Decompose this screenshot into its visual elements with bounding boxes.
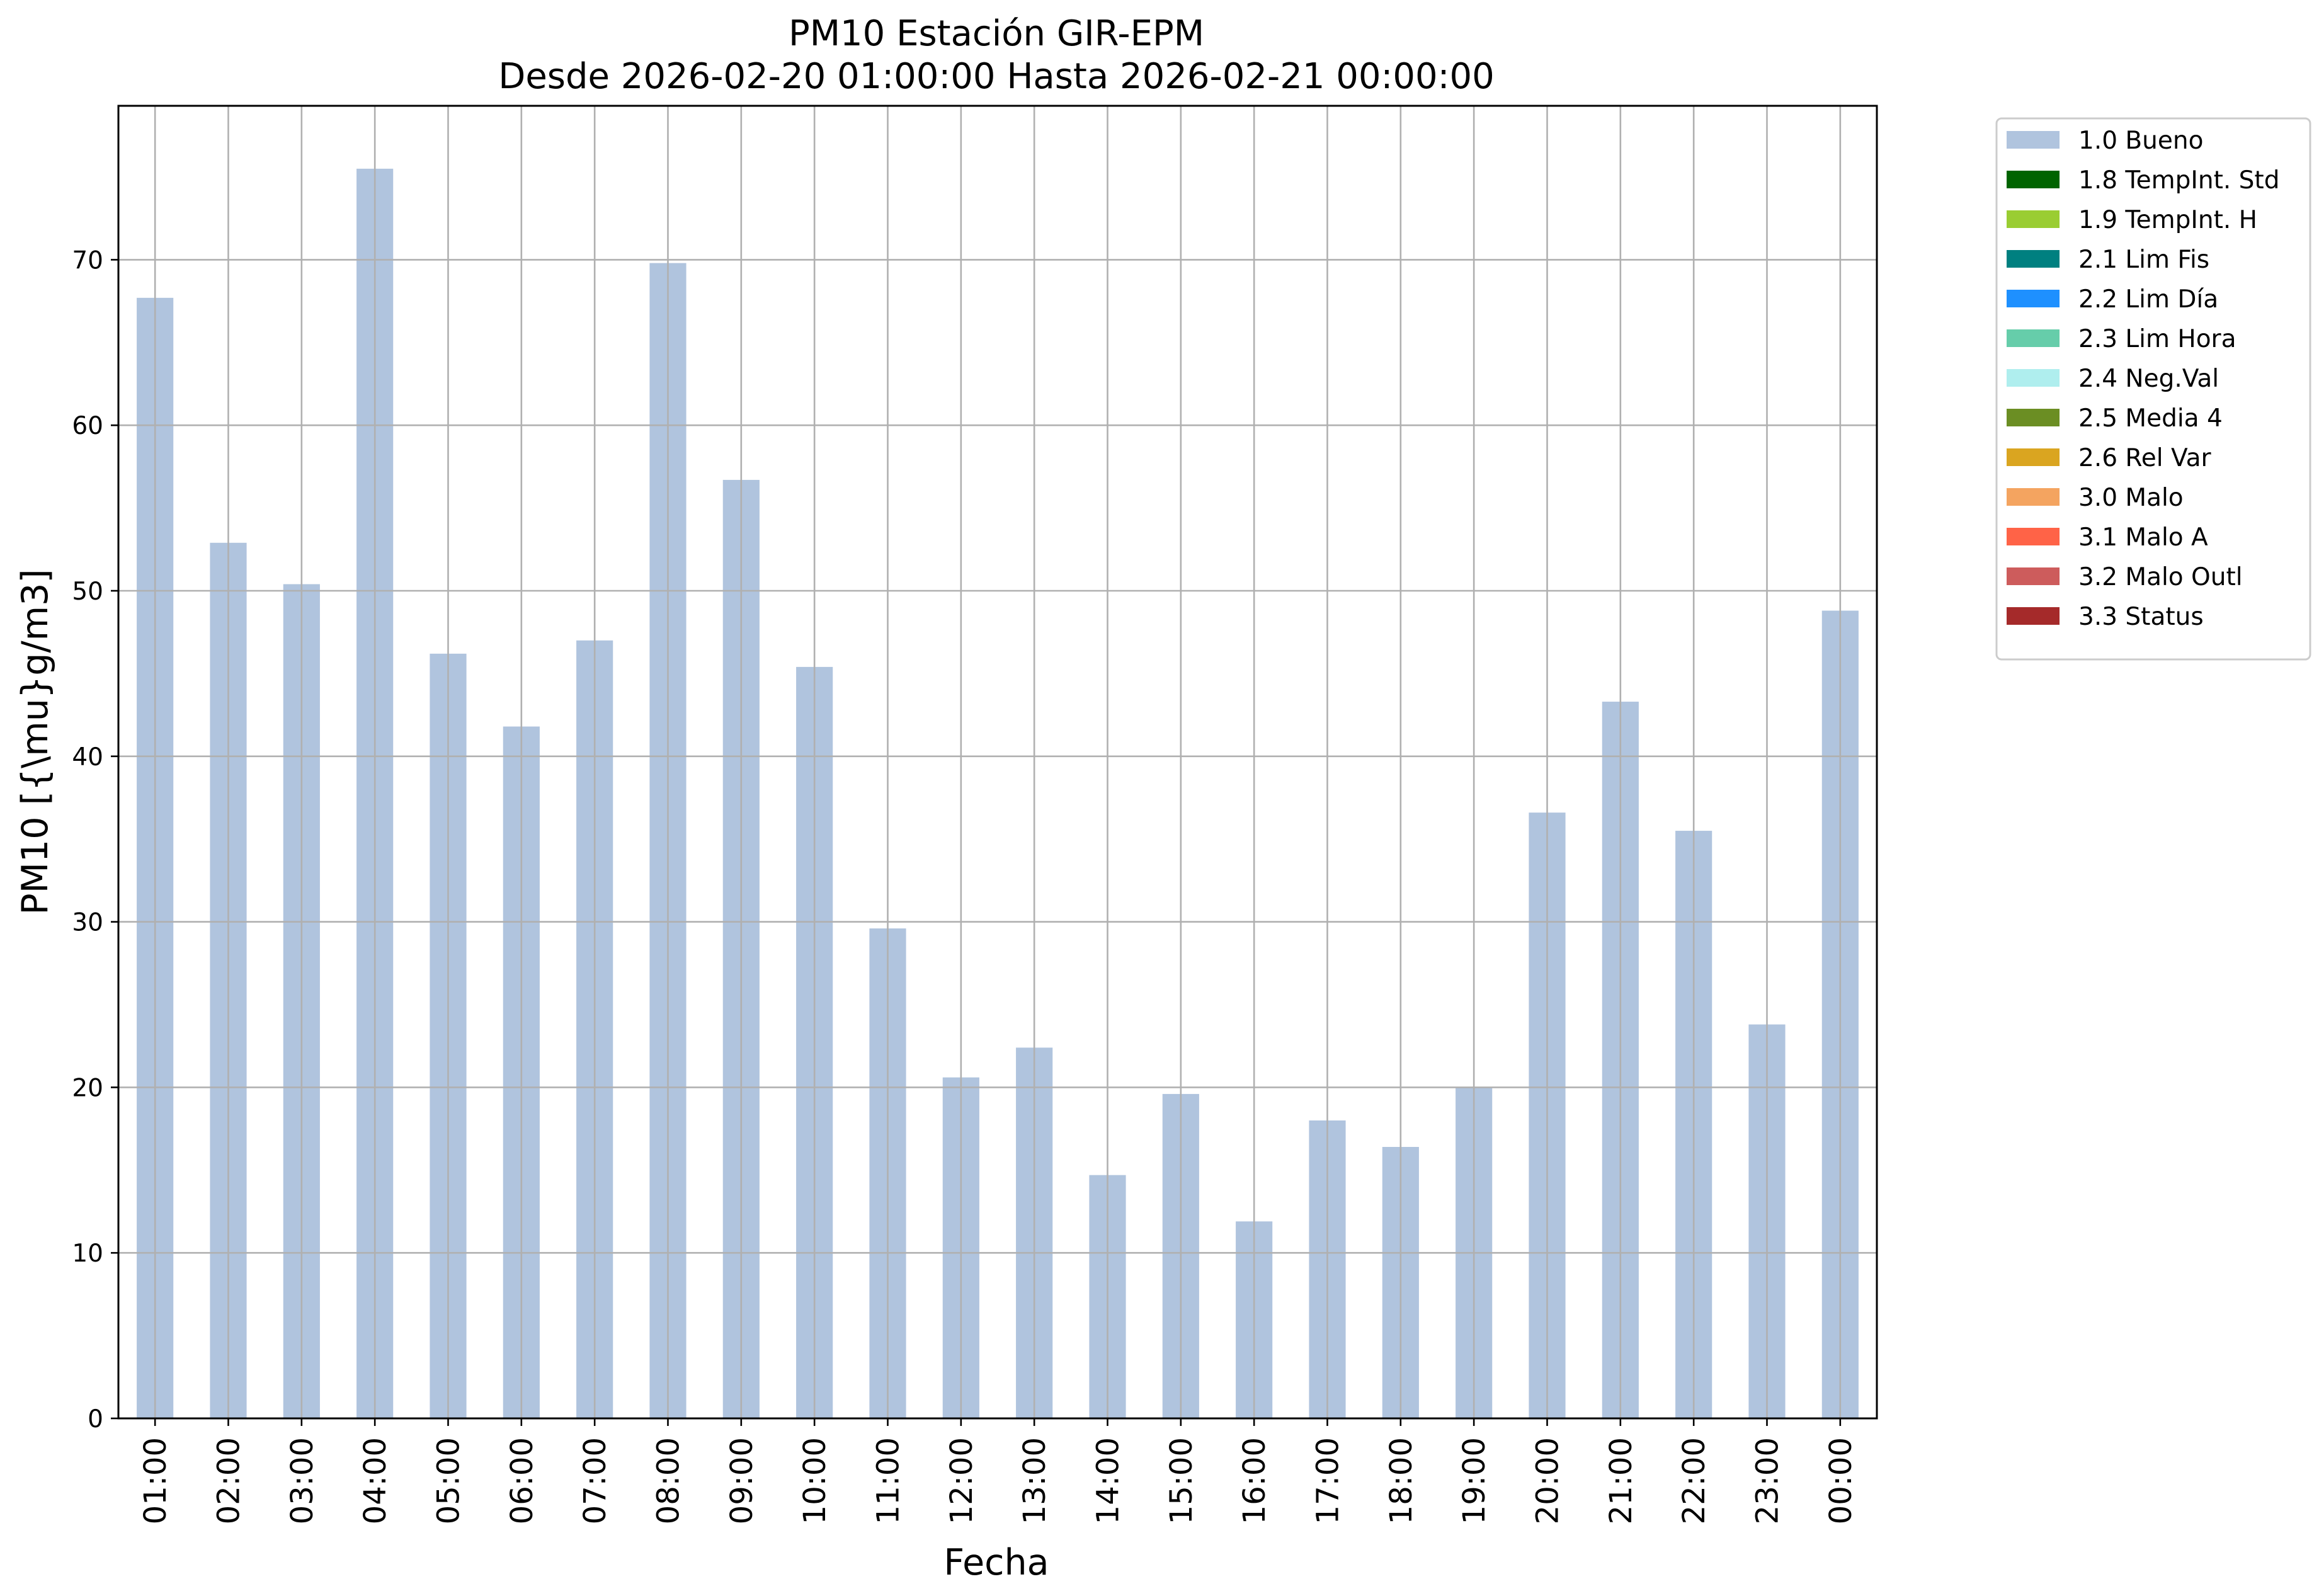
- x-tick-label: 13:00: [1017, 1437, 1052, 1524]
- legend-swatch: [2007, 567, 2060, 585]
- y-tick-label: 50: [72, 578, 103, 606]
- legend-swatch: [2007, 409, 2060, 426]
- y-tick-label: 20: [72, 1074, 103, 1102]
- legend-label: 2.5 Media 4: [2078, 404, 2223, 433]
- x-tick-label: 03:00: [285, 1437, 320, 1524]
- x-tick-label: 06:00: [504, 1437, 540, 1524]
- x-tick-label: 16:00: [1237, 1437, 1272, 1524]
- legend-label: 3.3 Status: [2078, 603, 2204, 631]
- legend: 1.0 Bueno 1.8 TempInt. Std 1.9 TempInt. H 2…: [1995, 117, 2311, 661]
- x-tick-label: 01:00: [138, 1437, 173, 1524]
- y-tick-label: 60: [72, 412, 103, 440]
- y-tick-label: 40: [72, 743, 103, 772]
- legend-label: 2.1 Lim Fis: [2078, 246, 2209, 274]
- x-tick-label: 17:00: [1311, 1437, 1346, 1524]
- x-tick-label: 02:00: [212, 1437, 247, 1524]
- legend-swatch: [2007, 488, 2060, 506]
- x-tick-label: 12:00: [944, 1437, 979, 1524]
- legend-label: 2.4 Neg.Val: [2078, 365, 2219, 393]
- x-tick-label: 22:00: [1677, 1437, 1712, 1524]
- legend-label: 2.2 Lim Día: [2078, 285, 2218, 314]
- legend-swatch: [2007, 210, 2060, 228]
- x-tick-label: 20:00: [1530, 1437, 1566, 1524]
- y-tick-label: 0: [88, 1405, 103, 1434]
- legend-label: 1.0 Bueno: [2078, 127, 2203, 155]
- x-axis-label: Fecha: [943, 1542, 1049, 1583]
- legend-label: 2.3 Lim Hora: [2078, 325, 2236, 353]
- y-tick-label: 30: [72, 909, 103, 937]
- y-tick-label: 10: [72, 1240, 103, 1268]
- x-tick-label: 15:00: [1164, 1437, 1199, 1524]
- x-axis: 01:00 02:00 03:00 04:00 05:00 06:00 07:00 08:00…: [138, 1418, 1859, 1524]
- x-tick-label: 21:00: [1604, 1437, 1639, 1524]
- y-axis-label: PM10 [{\mu}g/m3]: [14, 569, 56, 915]
- x-tick-label: 23:00: [1750, 1437, 1786, 1524]
- legend-swatch: [2007, 171, 2060, 188]
- legend-label: 3.0 Malo: [2078, 484, 2184, 512]
- x-tick-label: 07:00: [578, 1437, 613, 1524]
- plot-frame: [117, 105, 1878, 1420]
- legend-swatch: [2007, 131, 2060, 149]
- legend-box: [1995, 117, 2311, 661]
- y-tick-label: 70: [72, 246, 103, 275]
- bars: [137, 168, 1859, 1419]
- chart-title: PM10 Estación GIR-EPM: [789, 13, 1204, 54]
- legend-swatch: [2007, 290, 2060, 307]
- legend-label: 1.9 TempInt. H: [2078, 206, 2257, 234]
- x-tick-label: 10:00: [797, 1437, 833, 1524]
- x-tick-label: 19:00: [1457, 1437, 1492, 1524]
- legend-swatch: [2007, 329, 2060, 347]
- x-tick-label: 18:00: [1384, 1437, 1419, 1524]
- x-tick-label: 04:00: [358, 1437, 393, 1524]
- x-tick-label: 05:00: [431, 1437, 467, 1524]
- legend-swatch: [2007, 448, 2060, 466]
- grid: [118, 106, 1877, 1418]
- x-tick-label: 08:00: [651, 1437, 687, 1524]
- x-tick-label: 14:00: [1091, 1437, 1126, 1524]
- legend-label: 3.2 Malo Outl: [2078, 563, 2243, 591]
- legend-swatch: [2007, 369, 2060, 387]
- chart-subtitle: Desde 2026-02-20 01:00:00 Hasta 2026-02-…: [498, 56, 1495, 97]
- legend-label: 2.6 Rel Var: [2078, 444, 2212, 472]
- x-tick-label: 00:00: [1823, 1437, 1859, 1524]
- x-tick-label: 09:00: [724, 1437, 760, 1524]
- y-axis: 0 10 20 30 40 50 60 70: [72, 246, 118, 1434]
- legend-swatch: [2007, 528, 2060, 545]
- legend-swatch: [2007, 250, 2060, 268]
- legend-label: 1.8 TempInt. Std: [2078, 166, 2279, 195]
- legend-swatch: [2007, 607, 2060, 625]
- x-tick-label: 11:00: [871, 1437, 906, 1524]
- legend-label: 3.1 Malo A: [2078, 523, 2208, 552]
